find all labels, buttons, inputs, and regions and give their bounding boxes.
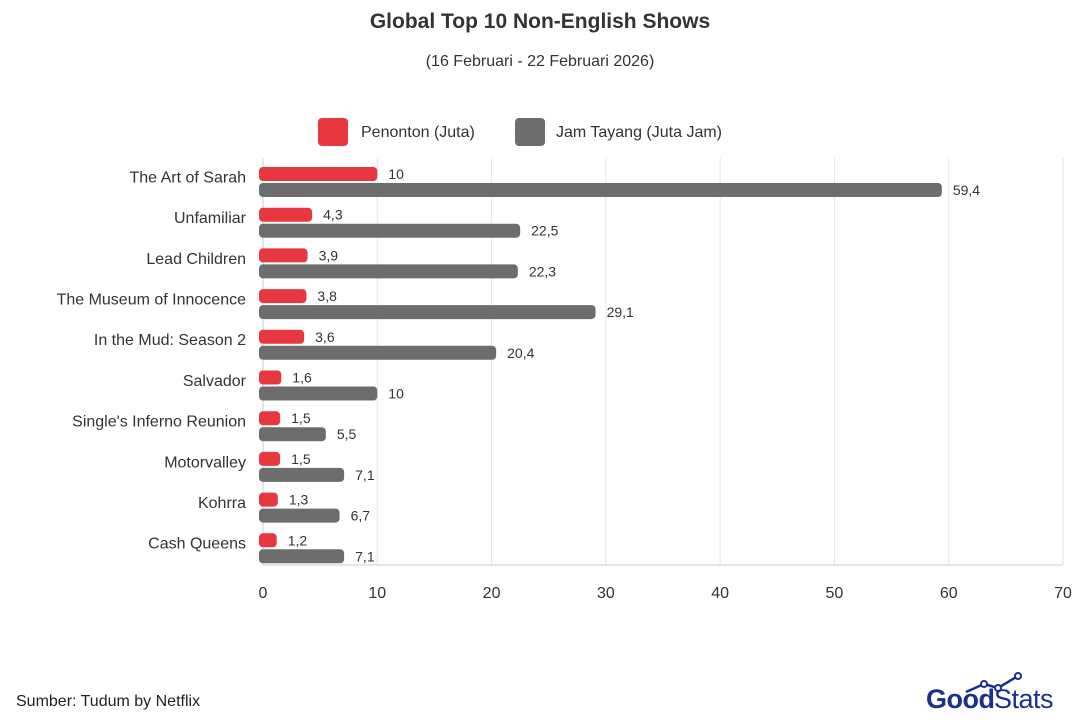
chart-subtitle: (16 Februari - 22 Februari 2026) [426, 53, 655, 70]
data-label: 1,2 [288, 532, 308, 548]
data-label: 3,6 [315, 329, 335, 345]
bar-penonton[interactable] [259, 370, 282, 385]
x-tick-label: 40 [711, 585, 729, 602]
bar-penonton[interactable] [259, 289, 307, 304]
x-tick-label: 30 [597, 585, 615, 602]
category-label: Unfamiliar [174, 210, 247, 227]
data-label: 6,7 [351, 508, 371, 524]
bar-penonton[interactable] [259, 533, 277, 548]
x-tick-label: 10 [368, 585, 386, 602]
bar-penonton[interactable] [259, 167, 378, 181]
logo-text-good: Good [926, 684, 995, 714]
legend-swatch-penonton[interactable] [318, 118, 348, 146]
bar-penonton[interactable] [259, 451, 281, 466]
category-label: The Museum of Innocence [57, 291, 247, 308]
category-label: Salvador [183, 373, 247, 390]
data-label: 1,5 [291, 451, 311, 467]
bar-jam-tayang[interactable] [259, 183, 942, 197]
legend-swatch-jam-tayang[interactable] [515, 118, 545, 146]
bar-jam-tayang[interactable] [259, 427, 326, 442]
bar-penonton[interactable] [259, 207, 313, 222]
x-axis-ticks: 0 10 20 30 40 50 60 70 [259, 585, 1072, 602]
category-label: Single's Inferno Reunion [72, 414, 246, 431]
data-label: 1,5 [291, 410, 311, 426]
legend-label-penonton[interactable]: Penonton (Juta) [361, 124, 475, 141]
category-label: In the Mud: Season 2 [94, 332, 246, 349]
data-label: 1,6 [292, 370, 312, 386]
logo-chart-icon [965, 672, 1022, 694]
data-label: 22,5 [531, 223, 558, 239]
data-label: 3,8 [317, 288, 337, 304]
data-label: 20,4 [507, 345, 534, 361]
bar-jam-tayang[interactable] [259, 264, 518, 279]
goodstats-logo: Good Stats [922, 672, 1072, 716]
bar-jam-tayang[interactable] [259, 223, 521, 238]
category-label: Cash Queens [148, 536, 246, 553]
source-note: Sumber: Tudum by Netflix [16, 693, 201, 710]
bar-penonton[interactable] [259, 329, 305, 344]
gridlines [262, 158, 1064, 566]
data-label: 7,1 [355, 467, 375, 483]
bar-jam-tayang[interactable] [259, 549, 345, 564]
bars: 10 59,4 4,3 22,5 3,9 22,3 3,8 29,1 3,6 20,4 1,6 10 1… [259, 166, 980, 564]
legend: Penonton (Juta) Jam Tayang (Juta Jam) [318, 118, 722, 146]
data-label: 1,3 [289, 492, 309, 508]
data-label: 7,1 [355, 548, 375, 564]
chart-title: Global Top 10 Non-English Shows [370, 10, 710, 33]
data-label: 5,5 [337, 426, 357, 442]
x-tick-label: 20 [483, 585, 501, 602]
data-label: 4,3 [323, 207, 343, 223]
category-label: Kohrra [198, 495, 246, 512]
data-label: 10 [388, 166, 404, 182]
category-label: Lead Children [146, 251, 246, 268]
category-label: Motorvalley [164, 454, 246, 471]
x-tick-label: 70 [1054, 585, 1072, 602]
data-label: 59,4 [953, 182, 980, 198]
x-tick-label: 60 [940, 585, 958, 602]
bar-jam-tayang[interactable] [259, 386, 378, 401]
bar-penonton[interactable] [259, 248, 308, 263]
category-labels: The Art of Sarah Unfamiliar Lead Children T… [57, 169, 247, 552]
bar-jam-tayang[interactable] [259, 508, 340, 523]
legend-label-jam-tayang[interactable]: Jam Tayang (Juta Jam) [556, 124, 722, 141]
x-tick-label: 50 [826, 585, 844, 602]
bar-jam-tayang[interactable] [259, 467, 345, 482]
bar-penonton[interactable] [259, 492, 278, 507]
x-tick-label: 0 [259, 585, 268, 602]
bar-jam-tayang[interactable] [259, 345, 497, 360]
logo-text-stats: Stats [994, 684, 1054, 714]
bar-penonton[interactable] [259, 411, 281, 426]
category-label: The Art of Sarah [129, 169, 246, 186]
data-label: 3,9 [319, 247, 339, 263]
data-label: 29,1 [607, 304, 634, 320]
bar-jam-tayang[interactable] [259, 305, 596, 320]
data-label: 10 [388, 386, 404, 402]
data-label: 22,3 [529, 263, 556, 279]
